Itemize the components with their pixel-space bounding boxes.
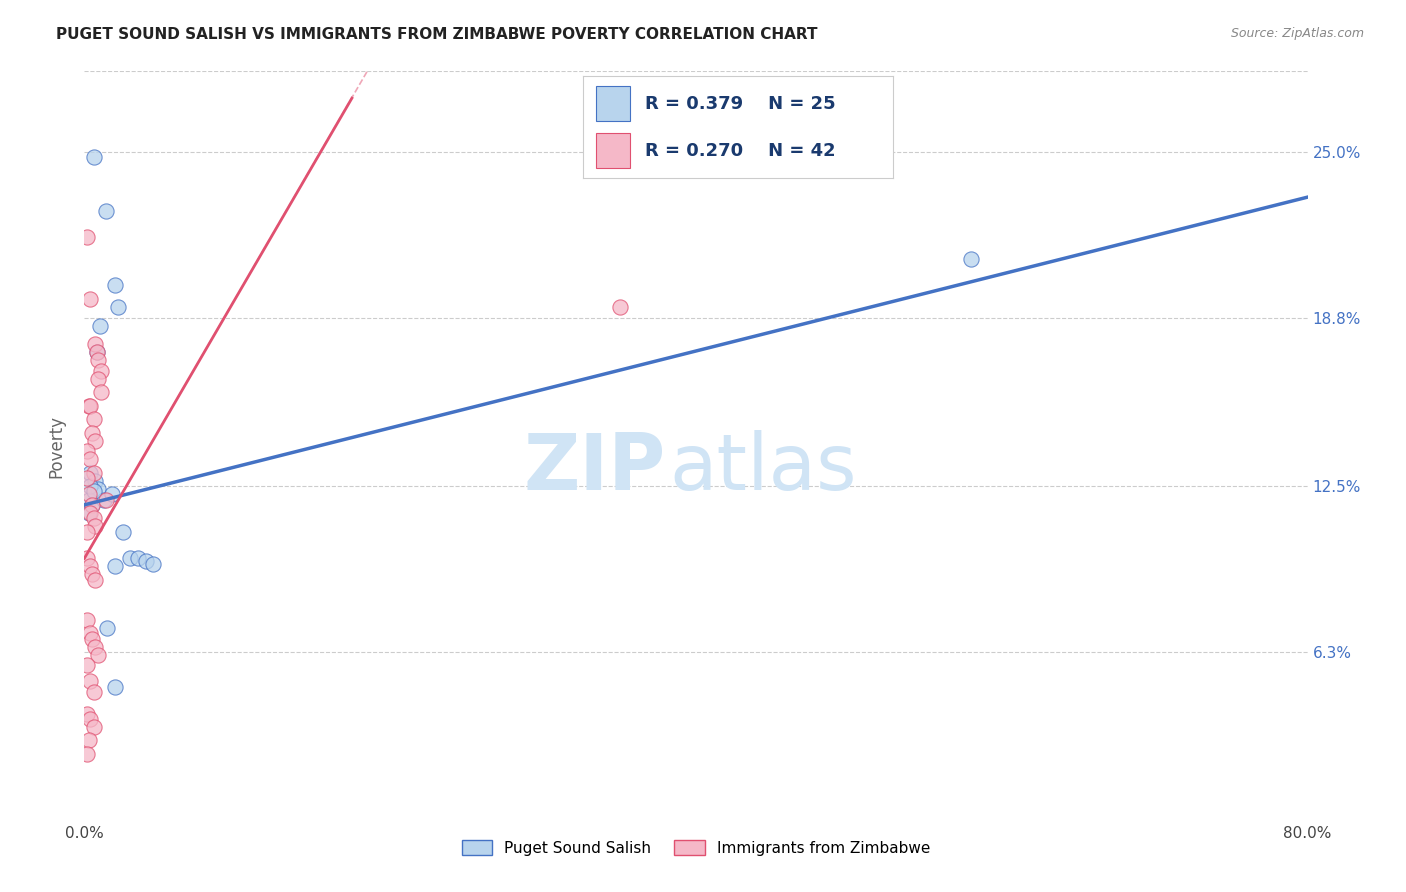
Point bbox=[79, 506, 101, 520]
Point bbox=[93, 492, 115, 507]
Point bbox=[135, 554, 157, 568]
Point bbox=[89, 318, 111, 333]
Point bbox=[76, 613, 98, 627]
Point bbox=[79, 452, 101, 467]
Text: R = 0.270    N = 42: R = 0.270 N = 42 bbox=[645, 142, 837, 160]
Point bbox=[90, 364, 112, 378]
Point bbox=[77, 733, 100, 747]
Point bbox=[104, 680, 127, 694]
Point bbox=[79, 399, 101, 413]
Point bbox=[83, 511, 105, 525]
FancyBboxPatch shape bbox=[596, 87, 630, 121]
Point bbox=[86, 345, 108, 359]
Point bbox=[84, 640, 107, 654]
Point bbox=[79, 292, 101, 306]
Point bbox=[77, 506, 100, 520]
Point bbox=[84, 573, 107, 587]
Point bbox=[111, 524, 134, 539]
Point bbox=[87, 353, 110, 368]
Point bbox=[107, 300, 129, 314]
Point bbox=[77, 492, 100, 507]
Point bbox=[94, 203, 117, 218]
Point bbox=[80, 498, 103, 512]
Point bbox=[83, 466, 105, 480]
Text: ZIP: ZIP bbox=[523, 431, 665, 507]
Y-axis label: Poverty: Poverty bbox=[48, 415, 66, 477]
Point bbox=[79, 626, 101, 640]
Point bbox=[77, 487, 100, 501]
Point bbox=[86, 345, 108, 359]
Text: PUGET SOUND SALISH VS IMMIGRANTS FROM ZIMBABWE POVERTY CORRELATION CHART: PUGET SOUND SALISH VS IMMIGRANTS FROM ZI… bbox=[56, 27, 818, 42]
Point bbox=[76, 706, 98, 721]
Point bbox=[87, 648, 110, 662]
Point bbox=[79, 466, 101, 480]
Point bbox=[84, 434, 107, 448]
Point bbox=[79, 674, 101, 689]
Point bbox=[142, 557, 165, 571]
Point bbox=[87, 372, 110, 386]
Point bbox=[83, 150, 105, 164]
Point bbox=[94, 492, 117, 507]
Point bbox=[76, 658, 98, 673]
Point bbox=[80, 425, 103, 440]
Text: atlas: atlas bbox=[669, 431, 856, 507]
Point bbox=[79, 712, 101, 726]
Point bbox=[80, 632, 103, 646]
FancyBboxPatch shape bbox=[596, 133, 630, 168]
Point bbox=[76, 471, 98, 485]
Point bbox=[87, 482, 110, 496]
Point bbox=[79, 559, 101, 574]
Point bbox=[104, 278, 127, 293]
Point bbox=[90, 385, 112, 400]
Point bbox=[83, 720, 105, 734]
Point bbox=[83, 412, 105, 426]
Point bbox=[101, 487, 124, 501]
Point bbox=[609, 300, 631, 314]
Text: R = 0.379    N = 25: R = 0.379 N = 25 bbox=[645, 95, 837, 112]
Point bbox=[76, 551, 98, 566]
Point bbox=[76, 444, 98, 458]
Point bbox=[77, 399, 100, 413]
Legend: Puget Sound Salish, Immigrants from Zimbabwe: Puget Sound Salish, Immigrants from Zimb… bbox=[456, 833, 936, 862]
Point bbox=[120, 551, 142, 566]
Point bbox=[76, 747, 98, 761]
Text: Source: ZipAtlas.com: Source: ZipAtlas.com bbox=[1230, 27, 1364, 40]
Point bbox=[104, 559, 127, 574]
Point bbox=[79, 479, 101, 493]
Point bbox=[80, 498, 103, 512]
Point bbox=[83, 484, 105, 499]
Point bbox=[76, 524, 98, 539]
Point bbox=[76, 230, 98, 244]
Point bbox=[84, 474, 107, 488]
Point bbox=[84, 519, 107, 533]
Point bbox=[127, 551, 149, 566]
Point bbox=[96, 621, 118, 635]
Point bbox=[83, 685, 105, 699]
Point bbox=[84, 337, 107, 351]
Point bbox=[960, 252, 983, 266]
Point bbox=[80, 567, 103, 582]
